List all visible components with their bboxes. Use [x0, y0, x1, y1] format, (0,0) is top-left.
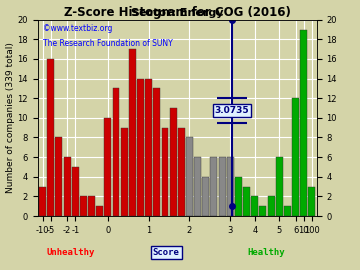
Text: ©www.textbiz.org: ©www.textbiz.org — [43, 24, 113, 33]
Text: Unhealthy: Unhealthy — [47, 248, 95, 257]
Bar — [121, 128, 128, 216]
Bar — [153, 88, 160, 216]
Bar — [267, 196, 275, 216]
Bar — [309, 187, 315, 216]
Y-axis label: Number of companies (339 total): Number of companies (339 total) — [5, 42, 14, 193]
Text: Sector: Energy: Sector: Energy — [131, 8, 224, 18]
Bar — [64, 157, 71, 216]
Bar — [88, 196, 95, 216]
Bar — [235, 177, 242, 216]
Bar — [72, 167, 79, 216]
Bar — [145, 79, 152, 216]
Bar — [194, 157, 201, 216]
Text: The Research Foundation of SUNY: The Research Foundation of SUNY — [43, 39, 173, 48]
Bar — [137, 79, 144, 216]
Bar — [211, 157, 217, 216]
Bar — [284, 206, 291, 216]
Bar — [170, 108, 177, 216]
Bar — [129, 49, 136, 216]
Bar — [55, 137, 62, 216]
Bar — [96, 206, 103, 216]
Bar — [251, 196, 258, 216]
Bar — [80, 196, 87, 216]
Bar — [219, 157, 226, 216]
Bar — [243, 187, 250, 216]
Bar — [260, 206, 266, 216]
Bar — [227, 157, 234, 216]
Bar — [202, 177, 209, 216]
Bar — [300, 29, 307, 216]
Text: 3.0735: 3.0735 — [215, 106, 249, 115]
Bar — [178, 128, 185, 216]
Bar — [292, 98, 299, 216]
Bar — [104, 118, 111, 216]
Text: Score: Score — [153, 248, 180, 257]
Title: Z-Score Histogram for COG (2016): Z-Score Histogram for COG (2016) — [64, 6, 291, 19]
Bar — [39, 187, 46, 216]
Bar — [186, 137, 193, 216]
Bar — [162, 128, 168, 216]
Bar — [47, 59, 54, 216]
Bar — [276, 157, 283, 216]
Text: Healthy: Healthy — [248, 248, 285, 257]
Bar — [113, 88, 120, 216]
